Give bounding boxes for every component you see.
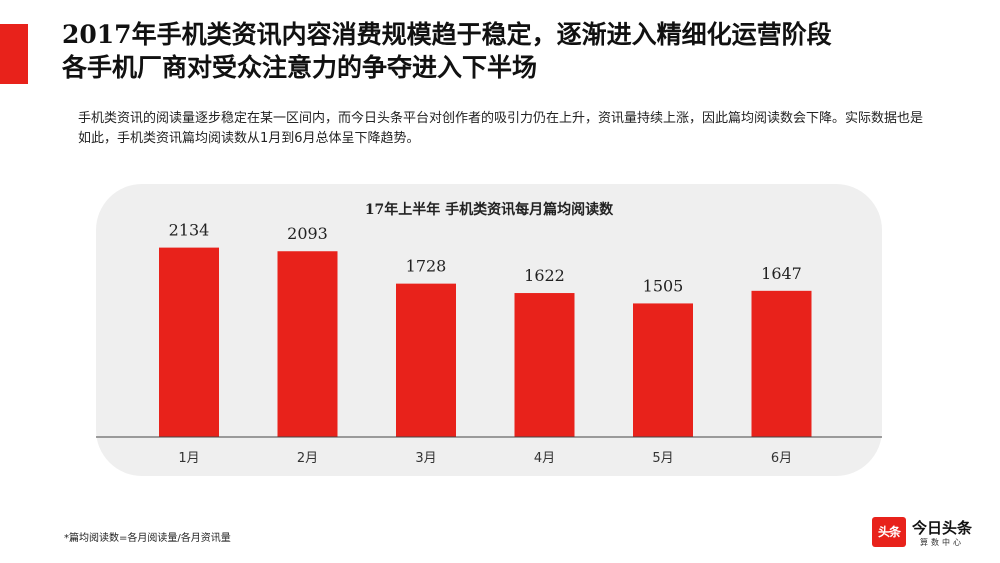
value-label-5: 1505 xyxy=(643,276,684,295)
value-label-2: 2093 xyxy=(287,224,328,243)
logo-badge: 头条 xyxy=(872,517,906,547)
footnote: *篇均阅读数=各月阅读量/各月资讯量 xyxy=(64,533,231,544)
value-label-6: 1647 xyxy=(761,264,802,283)
bar-3 xyxy=(396,283,456,437)
value-label-4: 1622 xyxy=(524,266,565,285)
bar-5 xyxy=(633,303,693,437)
x-tick-label-2: 2月 xyxy=(297,451,318,466)
title-line-1: 2017年手机类资讯内容消费规模趋于稳定，逐渐进入精细化运营阶段 xyxy=(62,20,832,49)
bar-chart: 17年上半年 手机类资讯每月篇均阅读数 2134 1月 2093 2月 1728 3月 16… xyxy=(96,201,882,466)
bar-6 xyxy=(751,290,812,437)
logo-name: 今日头条 xyxy=(912,519,973,537)
toutiao-logo: 头条 今日头条 算数中心 xyxy=(872,517,982,549)
chart-panel: 17年上半年 手机类资讯每月篇均阅读数 2134 1月 2093 2月 1728 3月 16… xyxy=(96,184,882,476)
value-label-1: 2134 xyxy=(169,221,210,240)
x-tick-label-5: 5月 xyxy=(652,451,673,466)
x-tick-label-4: 4月 xyxy=(534,451,555,466)
x-tick-label-6: 6月 xyxy=(771,451,792,466)
x-tick-label-3: 3月 xyxy=(415,451,436,466)
description-text: 手机类资讯的阅读量逐步稳定在某一区间内，而今日头条平台对创作者的吸引力仍在上升，… xyxy=(78,111,924,146)
x-tick-label-1: 1月 xyxy=(178,451,199,466)
value-label-3: 1728 xyxy=(406,257,447,276)
page-title: 2017年手机类资讯内容消费规模趋于稳定，逐渐进入精细化运营阶段 各手机厂商对受… xyxy=(62,18,982,84)
bar-4 xyxy=(514,293,575,437)
title-line-2: 各手机厂商对受众注意力的争夺进入下半场 xyxy=(62,53,538,82)
logo-subtitle: 算数中心 xyxy=(920,538,964,547)
accent-bar xyxy=(0,24,28,84)
bars-group: 2134 1月 2093 2月 1728 3月 1622 4月 1505 5月 1647 6月 xyxy=(159,221,812,466)
bar-2 xyxy=(277,251,338,437)
chart-title: 17年上半年 手机类资讯每月篇均阅读数 xyxy=(365,201,614,218)
bar-1 xyxy=(159,247,219,437)
